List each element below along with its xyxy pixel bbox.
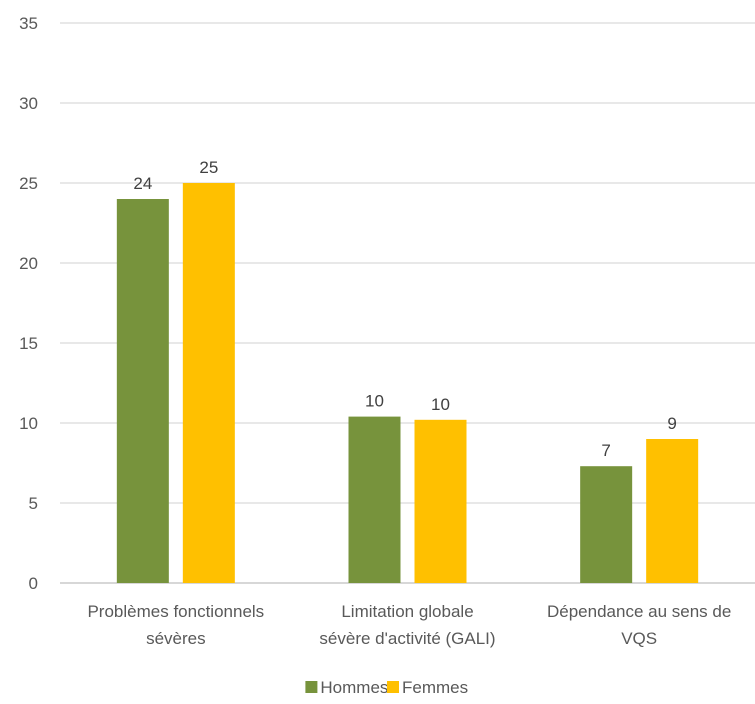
bar-femmes-2 (646, 439, 699, 583)
data-label: 24 (133, 174, 152, 193)
y-tick-label: 25 (19, 174, 38, 193)
bar-hommes-0 (116, 199, 169, 583)
legend-swatch-femmes (387, 681, 399, 693)
x-axis: Problèmes fonctionnels sévères Limitation … (87, 602, 731, 648)
y-tick-label: 5 (29, 494, 38, 513)
legend-swatch-hommes (305, 681, 318, 693)
bar-hommes-1 (348, 416, 401, 583)
legend-label: Hommes (320, 678, 388, 697)
data-label: 10 (431, 395, 450, 414)
category-label: sévère d'activité (GALI) (319, 629, 495, 648)
y-tick-label: 30 (19, 94, 38, 113)
y-tick-label: 20 (19, 254, 38, 273)
data-label: 25 (199, 158, 218, 177)
bar-femmes-1 (414, 419, 467, 583)
category-label: VQS (621, 629, 657, 648)
y-axis: 0 5 10 15 20 25 30 35 (19, 14, 38, 593)
category-label: Problèmes fonctionnels (87, 602, 264, 621)
legend-label: Femmes (402, 678, 468, 697)
gridlines (60, 22, 755, 584)
y-tick-label: 10 (19, 414, 38, 433)
bars: 24 25 10 10 7 9 (116, 158, 699, 583)
data-label: 9 (667, 414, 676, 433)
y-tick-label: 35 (19, 14, 38, 33)
category-label: sévères (146, 629, 206, 648)
category-label: Limitation globale (341, 602, 473, 621)
data-label: 10 (365, 392, 384, 411)
data-label: 7 (601, 441, 610, 460)
y-tick-label: 0 (29, 574, 38, 593)
bar-femmes-0 (182, 183, 235, 583)
legend: Hommes Femmes (305, 678, 468, 697)
y-tick-label: 15 (19, 334, 38, 353)
bar-hommes-2 (580, 466, 633, 583)
category-label: Dépendance au sens de (547, 602, 731, 621)
